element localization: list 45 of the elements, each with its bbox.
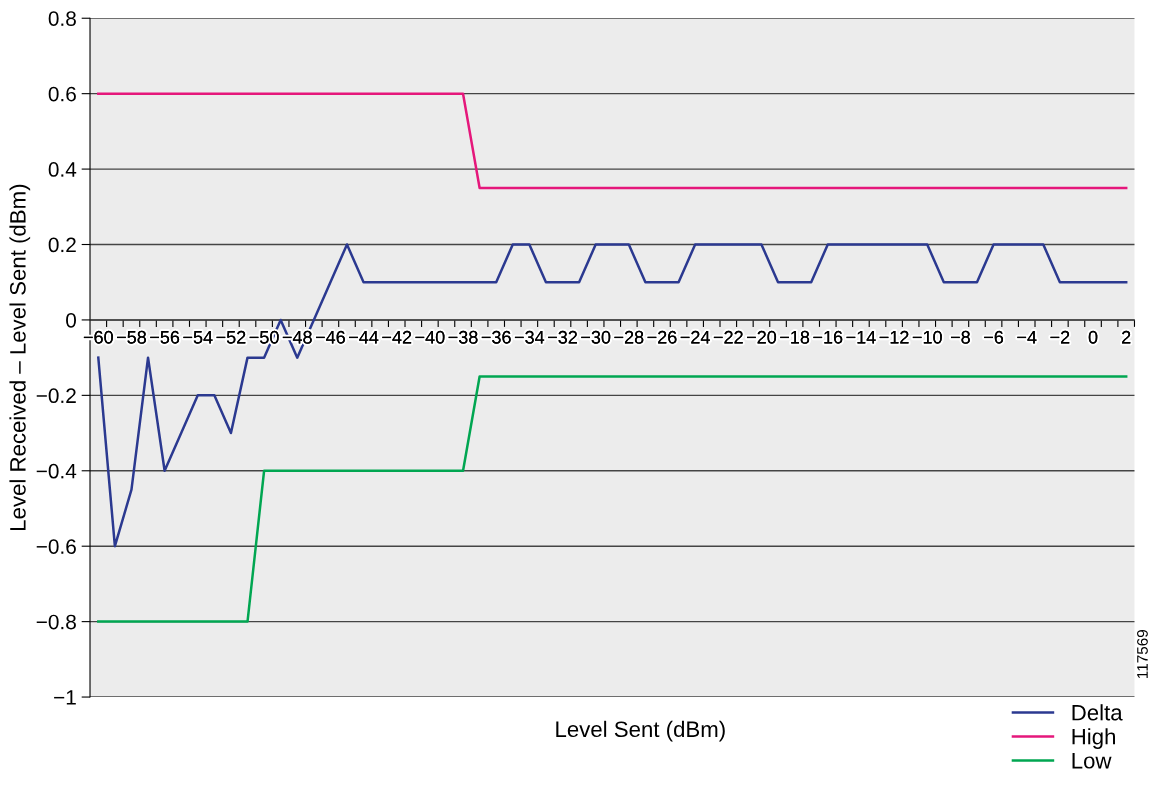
legend-label: High (1072, 728, 1115, 749)
y-tick-label: −0.8 (36, 614, 76, 630)
x-tick-label: −16 (813, 330, 843, 344)
x-tick-label: −6 (984, 330, 1004, 344)
x-tick-label: −22 (713, 330, 743, 344)
x-tick-label: −32 (548, 330, 577, 344)
x-tick-label: −4 (1017, 331, 1037, 344)
y-tick-label: 0.2 (48, 237, 76, 253)
x-tick-label: −54 (183, 331, 213, 344)
x-tick-label: −30 (581, 330, 611, 344)
x-tick-label: −20 (747, 330, 777, 344)
text: 117569 (1137, 630, 1148, 678)
y-tick-label: −1 (54, 690, 76, 705)
x-tick-label: −36 (481, 330, 511, 344)
y-tick-label: 0.6 (48, 86, 76, 102)
x-tick-label: −34 (514, 330, 545, 344)
x-tick-label: −10 (912, 330, 942, 344)
x-tick-label: 0 (1088, 330, 1098, 344)
y-tick-label: −0.4 (36, 463, 77, 479)
y-tick-label: −0.6 (36, 539, 76, 554)
x-tick-label: −8 (951, 330, 970, 344)
legend-label: Delta (1072, 704, 1123, 721)
x-tick-label: 2 (1122, 330, 1131, 344)
y-tick-label: 0 (66, 312, 77, 328)
x-tick-label: −58 (117, 330, 146, 344)
x-tick-label: −38 (448, 330, 478, 344)
y-tick-label: 0.8 (48, 11, 76, 26)
x-tick-label: −40 (415, 330, 445, 344)
x-tick-label: −26 (647, 330, 677, 344)
y-axis-title: Level Received – Level Sent (dBm) (9, 184, 31, 530)
x-tick-label: −44 (349, 331, 379, 344)
x-axis-title: Level Sent (dBm) (556, 720, 725, 742)
x-tick-label: −2 (1050, 330, 1070, 344)
legend-label: Low (1072, 753, 1112, 769)
x-tick-label: −18 (780, 330, 810, 344)
x-tick-label: −46 (315, 330, 345, 344)
x-tick-label: −56 (150, 330, 180, 344)
y-tick-label: −0.2 (36, 388, 76, 404)
y-tick-label: 0.4 (48, 162, 77, 177)
x-tick-label: −14 (846, 331, 876, 344)
x-tick-label: −12 (879, 330, 909, 344)
x-tick-label: −28 (614, 330, 644, 344)
x-tick-label: −42 (382, 330, 412, 344)
x-tick-label: −24 (680, 330, 710, 344)
x-tick-label: −52 (216, 330, 246, 344)
